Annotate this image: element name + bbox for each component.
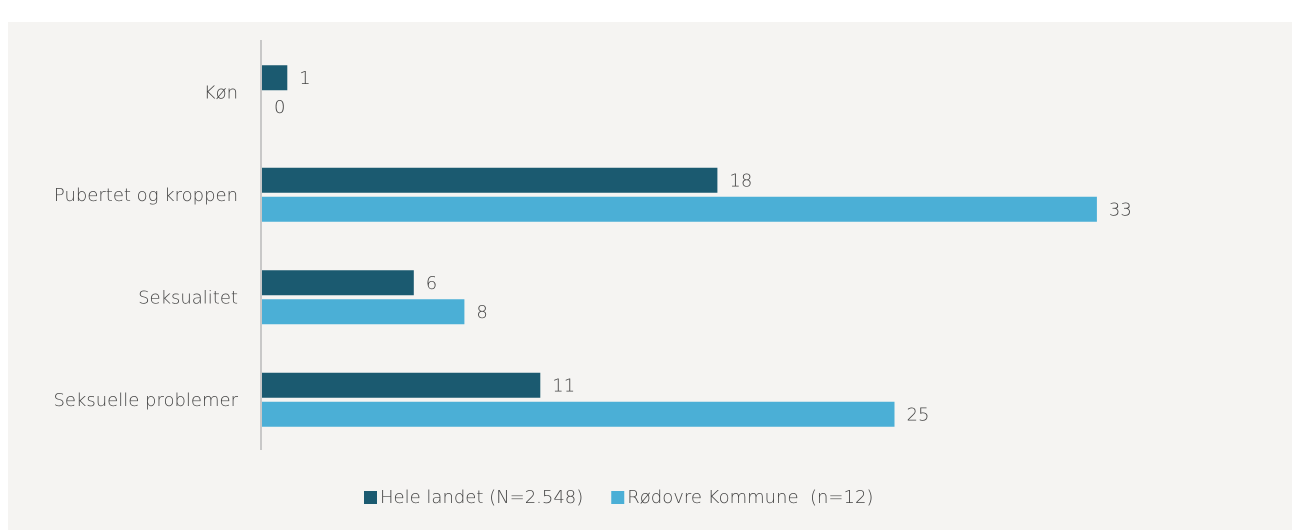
y-tick-label: Pubertet og kroppen — [54, 185, 238, 206]
data-label: 0 — [274, 97, 285, 118]
bar — [262, 270, 414, 296]
bar — [262, 401, 895, 427]
data-label: 11 — [552, 375, 575, 396]
data-label: 18 — [729, 170, 752, 191]
chart-background — [8, 22, 1292, 530]
legend-swatch — [364, 491, 377, 504]
legend-label: Rødovre Kommune (n=12) — [627, 487, 873, 508]
data-label: 8 — [476, 302, 487, 323]
data-label: 33 — [1109, 199, 1132, 220]
bar — [262, 167, 718, 193]
legend-swatch — [611, 491, 625, 504]
data-label: 1 — [299, 68, 310, 89]
y-tick-label: Seksualitet — [138, 287, 238, 308]
bar — [262, 299, 465, 325]
y-tick-label: Køn — [204, 82, 238, 103]
y-tick-label: Seksuelle problemer — [53, 390, 238, 411]
legend-label: Hele landet (N=2.548) — [380, 487, 583, 508]
bar — [262, 372, 541, 398]
data-label: 6 — [426, 273, 437, 294]
bar — [262, 196, 1097, 222]
data-label: 25 — [907, 404, 930, 425]
bar — [262, 65, 288, 91]
